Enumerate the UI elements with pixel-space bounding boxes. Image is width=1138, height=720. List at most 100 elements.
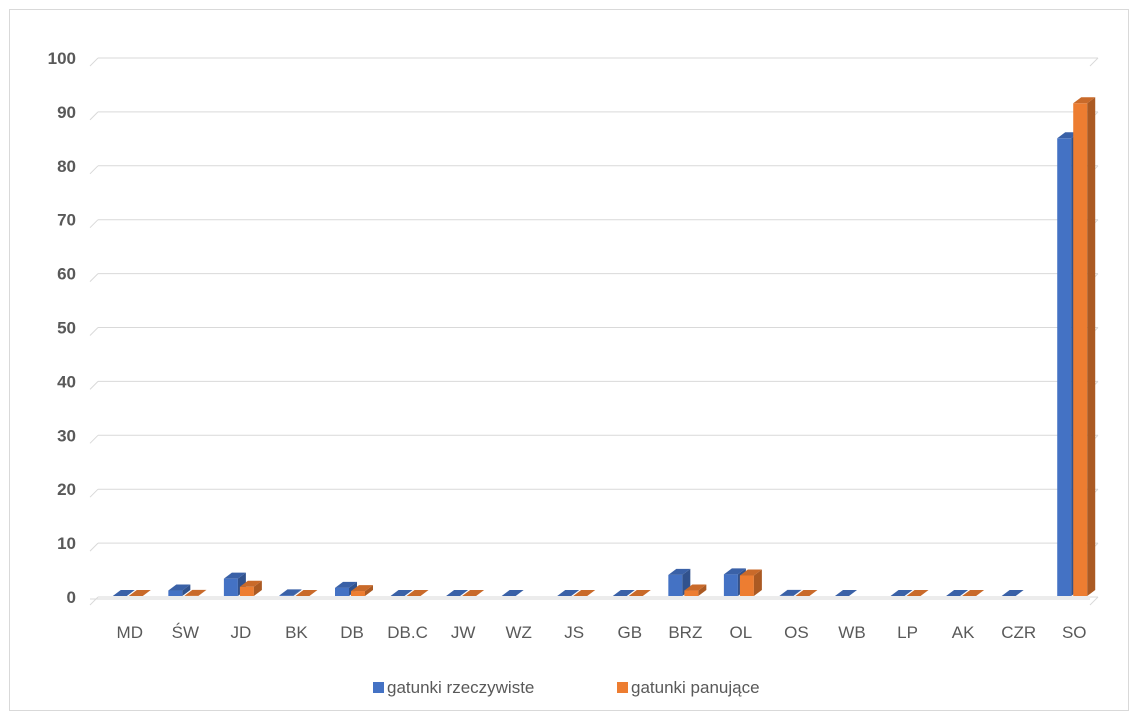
bar-front bbox=[1073, 103, 1088, 596]
y-tick-label: 70 bbox=[57, 211, 76, 230]
bar bbox=[906, 590, 929, 596]
bar-front bbox=[279, 595, 294, 596]
legend-item: gatunki panujące bbox=[617, 678, 760, 697]
x-tick-label: CZR bbox=[1001, 623, 1036, 642]
x-tick-label: GB bbox=[617, 623, 642, 642]
bar-top bbox=[795, 590, 818, 596]
bar bbox=[168, 584, 191, 596]
bar bbox=[446, 590, 469, 596]
bar-front bbox=[335, 587, 349, 596]
gridline-depth bbox=[89, 381, 99, 390]
bar-front bbox=[684, 590, 699, 596]
bar-top bbox=[946, 590, 969, 596]
bar bbox=[351, 585, 373, 596]
bar-top bbox=[1001, 590, 1024, 596]
gridline-depth bbox=[89, 273, 99, 282]
bar bbox=[739, 569, 762, 596]
legend: gatunki rzeczywiste gatunki panujące bbox=[373, 678, 760, 697]
bar-top bbox=[351, 585, 373, 592]
bar-front bbox=[239, 586, 254, 596]
bar-side bbox=[182, 584, 191, 596]
gridline-depth bbox=[1089, 596, 1099, 606]
x-tick-label: JW bbox=[451, 623, 476, 642]
bar bbox=[962, 590, 985, 596]
bar bbox=[628, 590, 651, 596]
bar-top bbox=[628, 590, 651, 596]
gridlines bbox=[89, 57, 1099, 606]
bars bbox=[112, 97, 1096, 596]
bar-top bbox=[1073, 97, 1096, 104]
x-tick-label: BRZ bbox=[668, 623, 702, 642]
bar bbox=[112, 590, 135, 596]
x-tick-label: BK bbox=[285, 623, 308, 642]
legend-label: gatunki panujące bbox=[631, 678, 760, 697]
bar-top bbox=[668, 568, 691, 575]
bar bbox=[779, 589, 802, 596]
bar-top bbox=[835, 590, 857, 596]
legend-swatch bbox=[617, 682, 628, 693]
y-tick-label: 60 bbox=[57, 265, 76, 284]
x-tick-label: OS bbox=[784, 623, 809, 642]
bar-front bbox=[739, 575, 754, 596]
bar-side bbox=[793, 589, 802, 596]
bar-top bbox=[184, 589, 207, 596]
y-tick-label: 90 bbox=[57, 103, 76, 122]
x-tick-label: OL bbox=[730, 623, 753, 642]
bar bbox=[501, 590, 524, 596]
y-tick-label: 10 bbox=[57, 534, 76, 553]
x-tick-label: DB.C bbox=[387, 623, 428, 642]
bar bbox=[406, 590, 429, 596]
y-tick-label: 50 bbox=[57, 319, 76, 338]
bar bbox=[462, 590, 485, 596]
gridline-depth bbox=[89, 219, 99, 229]
bar-top bbox=[684, 584, 707, 591]
bar bbox=[573, 590, 596, 596]
bar-front bbox=[351, 591, 365, 596]
bar-top bbox=[239, 580, 262, 587]
bar bbox=[295, 590, 318, 596]
y-tick-label: 20 bbox=[57, 480, 76, 499]
bar bbox=[612, 590, 635, 596]
bar-top bbox=[335, 581, 357, 588]
bar-side bbox=[1087, 97, 1096, 596]
x-tick-label: JS bbox=[564, 623, 584, 642]
bar-side bbox=[698, 584, 707, 596]
bar bbox=[557, 590, 580, 596]
bar-top bbox=[406, 590, 429, 596]
bar bbox=[946, 590, 969, 596]
legend-swatch bbox=[373, 682, 384, 693]
bar bbox=[239, 580, 262, 596]
gridline-depth bbox=[89, 542, 99, 552]
gridline-depth bbox=[89, 434, 99, 444]
x-tick-label: JD bbox=[230, 623, 251, 642]
gridline-depth bbox=[89, 488, 99, 498]
gridline-depth bbox=[89, 327, 99, 336]
bar-top bbox=[962, 590, 985, 596]
bar-top bbox=[779, 589, 802, 596]
bar bbox=[1073, 97, 1096, 596]
bar-top bbox=[223, 572, 246, 579]
bar-top bbox=[723, 568, 746, 575]
bar-front bbox=[168, 590, 183, 596]
bar bbox=[835, 590, 857, 596]
y-tick-label: 40 bbox=[57, 372, 76, 391]
bar-side bbox=[753, 569, 762, 596]
bar bbox=[390, 590, 413, 596]
bar-side bbox=[253, 580, 262, 596]
bar bbox=[890, 590, 913, 596]
x-axis-ticks: MD ŚW JD BK DB DB.C JW WZ JS GB BRZ OL OS WB LP AK CZR SO bbox=[117, 623, 1087, 642]
x-tick-label: AK bbox=[952, 623, 975, 642]
y-tick-label: 0 bbox=[67, 588, 76, 607]
legend-label: gatunki rzeczywiste bbox=[387, 678, 534, 697]
bar-side bbox=[198, 589, 207, 596]
bar-top bbox=[573, 590, 596, 596]
x-tick-label: MD bbox=[117, 623, 143, 642]
x-tick-label: WZ bbox=[505, 623, 531, 642]
bar-top bbox=[501, 590, 524, 596]
x-tick-label: SO bbox=[1062, 623, 1087, 642]
bar-top bbox=[612, 590, 635, 596]
bar bbox=[128, 590, 151, 596]
bar bbox=[279, 589, 302, 596]
bar-top bbox=[295, 590, 318, 596]
